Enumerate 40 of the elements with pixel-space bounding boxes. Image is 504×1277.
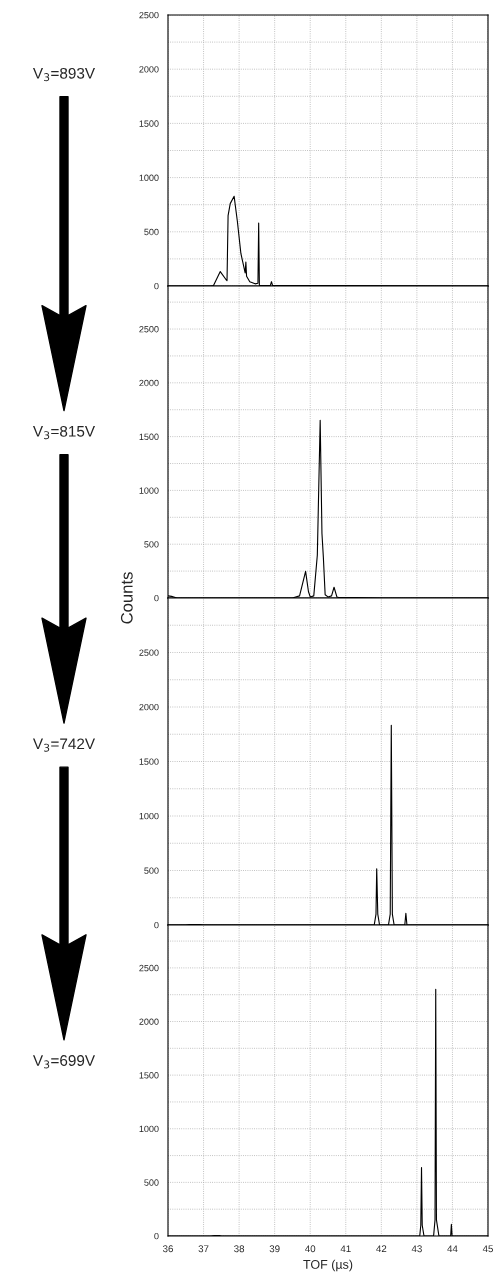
y-tick-label: 2500 — [139, 11, 159, 19]
x-tick-label: 39 — [269, 1245, 280, 1253]
x-tick-label: 41 — [340, 1245, 351, 1253]
y-tick-label: 1500 — [139, 433, 159, 440]
y-tick-label: 2000 — [139, 66, 159, 73]
text: V$_{3}$=815V — [32, 425, 95, 440]
text: V$_{3}$=893V — [32, 67, 95, 82]
x-tick-label: 37 — [198, 1245, 209, 1253]
y-tick-label: 1000 — [139, 812, 159, 820]
y-tick-label: 2000 — [139, 1018, 159, 1025]
x-tick-label: 45 — [482, 1245, 493, 1253]
y-tick-label: 0 — [154, 1232, 159, 1240]
y-tick-label: 2000 — [139, 379, 159, 387]
x-tick-label: 43 — [411, 1245, 422, 1253]
text: V$_{3}$=699V — [32, 1055, 95, 1069]
y-tick-label: 2500 — [139, 649, 159, 656]
y-tick-label: 500 — [144, 228, 159, 236]
y-tick-label: 0 — [154, 921, 159, 929]
y-tick-label: 500 — [144, 1179, 159, 1186]
x-axis-title: TOF (µs) — [303, 1259, 353, 1272]
y-tick-label: 1000 — [139, 487, 159, 494]
y-tick-label: 0 — [154, 282, 159, 290]
x-tick-label: 44 — [447, 1245, 458, 1253]
y-tick-label: 0 — [154, 594, 159, 602]
y-tick-label: 1500 — [139, 1072, 159, 1079]
y-tick-label: 2000 — [139, 703, 159, 711]
y-tick-label: 1000 — [139, 1125, 159, 1133]
x-tick-label: 38 — [234, 1245, 245, 1253]
y-tick-label: 500 — [144, 541, 159, 548]
y-tick-label: 1500 — [139, 120, 159, 127]
y-tick-label: 2500 — [139, 326, 159, 333]
x-tick-label: 42 — [376, 1245, 387, 1253]
y-axis-title: Counts — [120, 572, 133, 624]
y-tick-label: 2500 — [139, 964, 159, 972]
text: V$_{3}$=742V — [32, 738, 95, 752]
y-tick-label: 1000 — [139, 174, 159, 181]
x-tick-label: 36 — [162, 1245, 173, 1253]
x-tick-label: 40 — [305, 1245, 316, 1253]
y-tick-label: 500 — [144, 867, 159, 874]
y-tick-label: 1500 — [139, 758, 159, 765]
